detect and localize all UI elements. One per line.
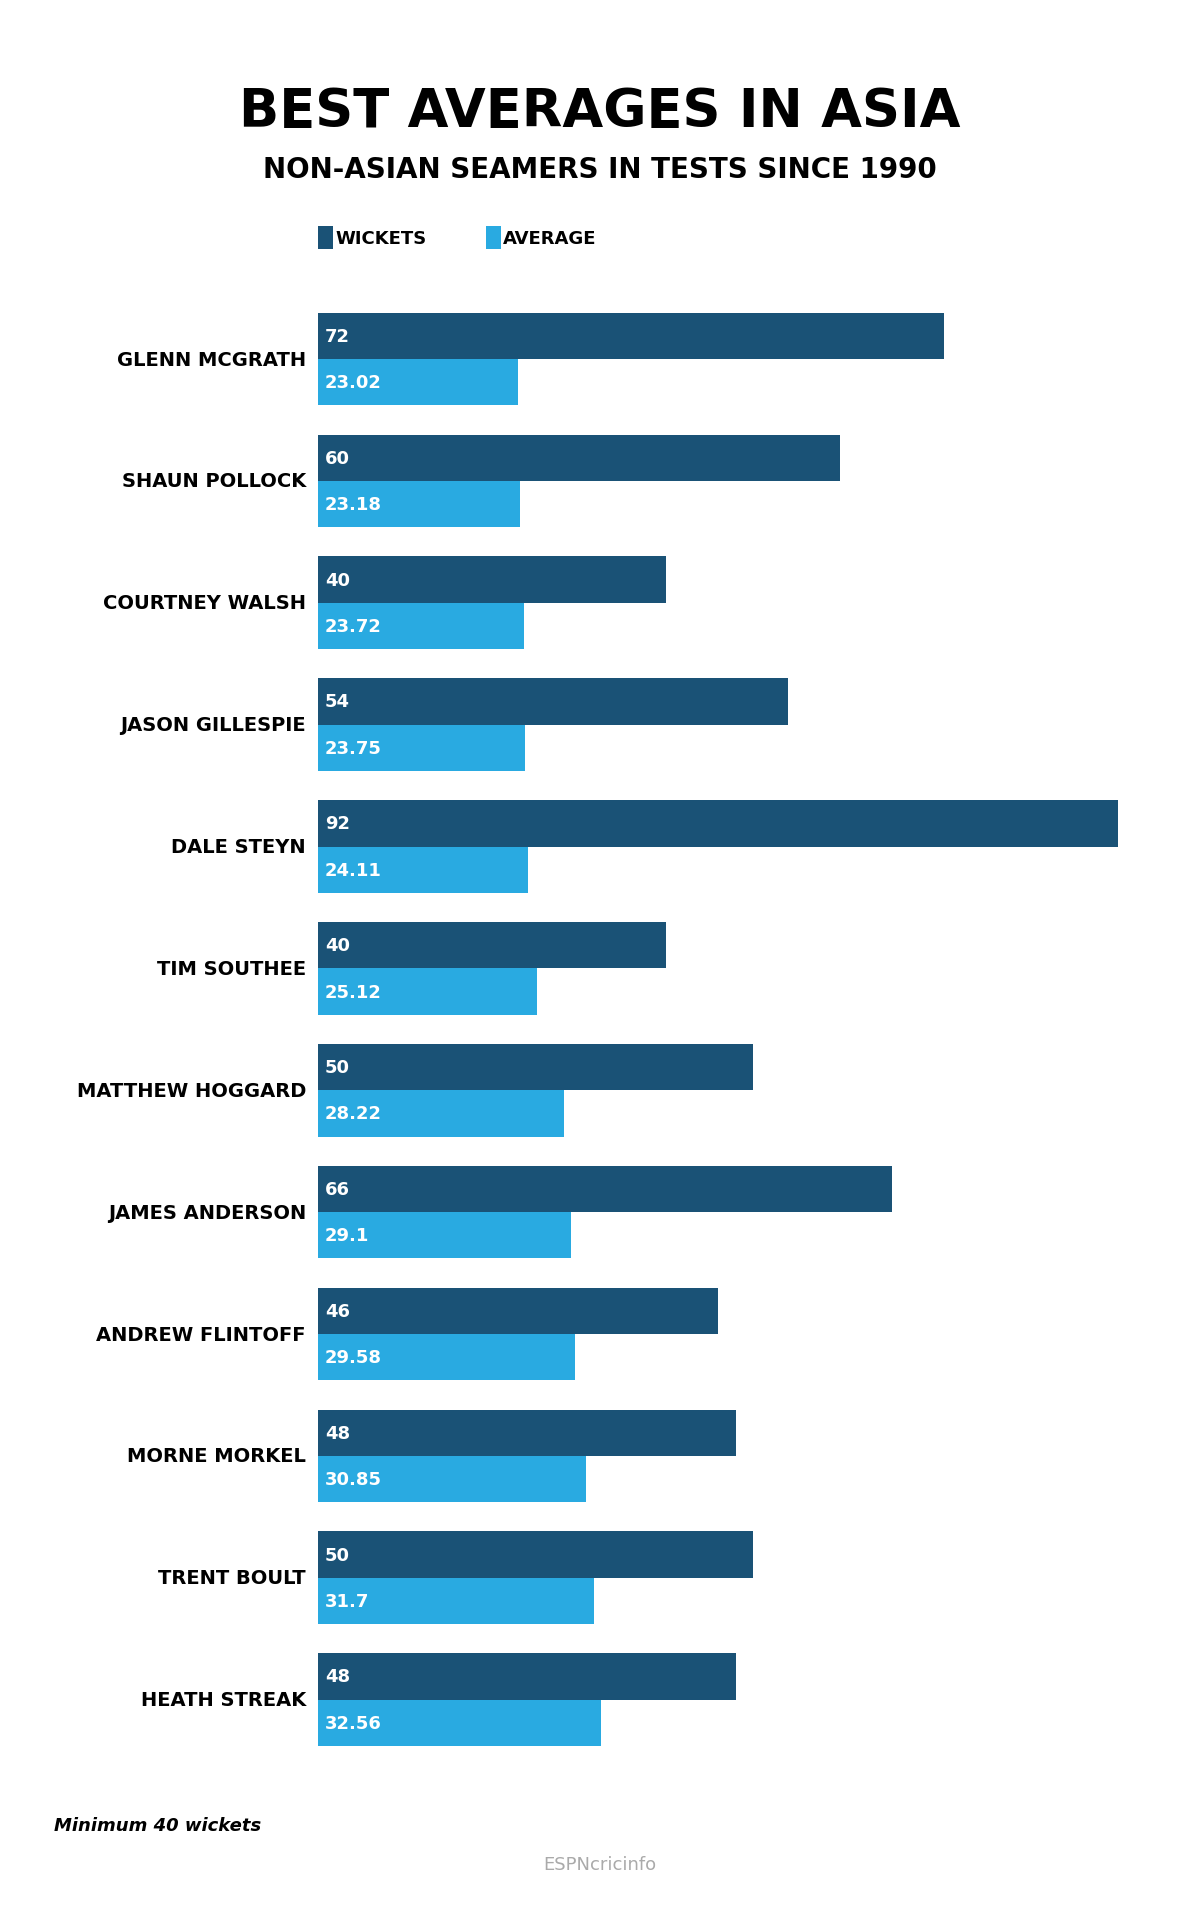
Text: 50: 50 (325, 1058, 350, 1077)
Text: 50: 50 (325, 1547, 350, 1564)
Bar (318, 603, 524, 650)
Bar (318, 1653, 736, 1699)
Text: COURTNEY WALSH: COURTNEY WALSH (103, 593, 306, 612)
Bar (318, 679, 788, 725)
Text: 48: 48 (325, 1667, 350, 1686)
Text: DALE STEYN: DALE STEYN (172, 837, 306, 856)
Bar (318, 435, 840, 482)
Text: 66: 66 (325, 1180, 350, 1198)
Bar (318, 482, 520, 528)
Bar (318, 1213, 571, 1259)
Bar (318, 360, 518, 406)
Text: 23.75: 23.75 (325, 740, 382, 757)
Bar (318, 1577, 594, 1625)
Bar (318, 725, 524, 772)
Bar (318, 1091, 564, 1137)
Text: GLENN MCGRATH: GLENN MCGRATH (116, 351, 306, 370)
Text: 24.11: 24.11 (325, 862, 382, 879)
Text: 23.72: 23.72 (325, 618, 382, 635)
Text: NON-ASIAN SEAMERS IN TESTS SINCE 1990: NON-ASIAN SEAMERS IN TESTS SINCE 1990 (263, 156, 937, 185)
Bar (318, 1409, 736, 1457)
Text: 29.58: 29.58 (325, 1348, 382, 1367)
Bar (318, 1045, 754, 1091)
Text: 40: 40 (325, 572, 350, 589)
Text: JASON GILLESPIE: JASON GILLESPIE (120, 715, 306, 734)
Text: 92: 92 (325, 814, 350, 833)
Bar (318, 1335, 575, 1381)
Text: WICKETS: WICKETS (335, 229, 426, 248)
Bar (318, 1531, 754, 1577)
Text: ESPNcricinfo: ESPNcricinfo (544, 1856, 656, 1873)
Text: TRENT BOULT: TRENT BOULT (158, 1568, 306, 1587)
Bar (318, 923, 666, 969)
Bar (318, 1457, 587, 1503)
Text: SHAUN POLLOCK: SHAUN POLLOCK (121, 473, 306, 492)
Text: 72: 72 (325, 328, 350, 345)
Bar (318, 801, 1118, 847)
Text: 29.1: 29.1 (325, 1226, 370, 1245)
Text: 25.12: 25.12 (325, 982, 382, 1001)
Text: 31.7: 31.7 (325, 1592, 370, 1610)
Text: 60: 60 (325, 450, 350, 467)
Bar (318, 1699, 601, 1747)
Text: 28.22: 28.22 (325, 1104, 382, 1123)
Text: MATTHEW HOGGARD: MATTHEW HOGGARD (77, 1081, 306, 1100)
Bar (318, 1167, 893, 1213)
Bar (318, 557, 666, 603)
Text: 46: 46 (325, 1302, 350, 1320)
Text: TIM SOUTHEE: TIM SOUTHEE (157, 959, 306, 978)
Text: 48: 48 (325, 1425, 350, 1442)
Text: 32.56: 32.56 (325, 1714, 382, 1732)
Text: 23.02: 23.02 (325, 374, 382, 393)
Text: HEATH STREAK: HEATH STREAK (140, 1690, 306, 1709)
Text: 40: 40 (325, 936, 350, 955)
Bar (318, 313, 944, 360)
Text: JAMES ANDERSON: JAMES ANDERSON (108, 1203, 306, 1222)
Text: 23.18: 23.18 (325, 496, 382, 513)
Bar (318, 969, 536, 1015)
Bar (318, 1287, 718, 1335)
Text: BEST AVERAGES IN ASIA: BEST AVERAGES IN ASIA (239, 86, 961, 137)
Text: AVERAGE: AVERAGE (503, 229, 596, 248)
Text: MORNE MORKEL: MORNE MORKEL (127, 1447, 306, 1466)
Text: 54: 54 (325, 692, 350, 711)
Text: Minimum 40 wickets: Minimum 40 wickets (54, 1817, 262, 1835)
Text: 30.85: 30.85 (325, 1470, 382, 1487)
Text: ANDREW FLINTOFF: ANDREW FLINTOFF (96, 1325, 306, 1344)
Bar (318, 847, 528, 892)
